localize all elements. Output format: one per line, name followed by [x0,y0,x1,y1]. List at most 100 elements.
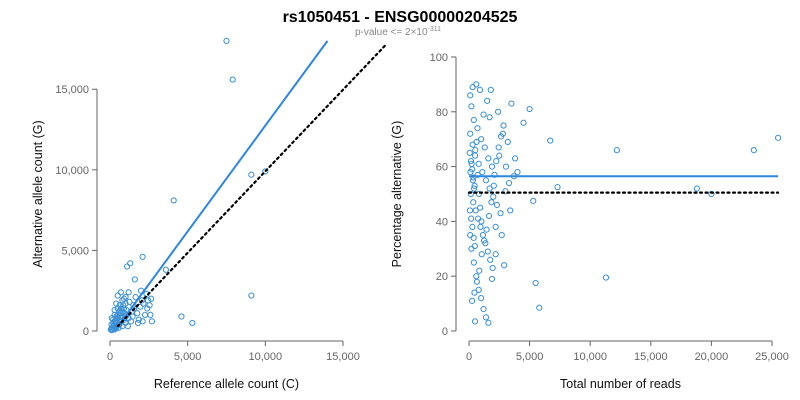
data-point [223,37,230,44]
data-points [466,81,782,326]
x-tick-label: 15,000 [634,351,668,363]
y-tick-label: 100 [430,52,448,64]
data-point [477,223,484,230]
data-point [473,273,480,280]
data-point [497,210,504,217]
data-point [117,289,124,296]
data-point [127,260,134,267]
data-point [530,197,537,204]
data-point [473,138,480,146]
data-point [488,199,495,206]
data-point [469,177,476,184]
data-point [111,317,119,324]
subtitle-base: 10 [416,27,428,38]
data-point [178,313,185,320]
data-point [501,262,508,269]
x-tick-label: 0 [466,351,472,363]
data-point [520,119,527,126]
data-point [602,274,610,281]
data-point [487,256,494,263]
data-point [116,302,123,309]
data-point [502,163,510,170]
data-point [467,158,475,165]
data-points [107,37,269,334]
data-point [124,323,131,330]
data-point [471,152,479,159]
data-point [474,125,481,132]
data-point [467,190,474,198]
y-tick-label: 5,000 [61,245,89,257]
data-point [470,259,477,266]
data-point [547,137,554,144]
data-point [505,179,513,187]
data-point [474,215,482,222]
data-point [475,190,483,198]
data-point [492,251,499,258]
data-point [483,226,490,233]
data-point [485,212,493,220]
data-point [478,295,485,302]
fit-line [118,40,329,326]
data-point [491,171,498,178]
data-point [162,266,170,273]
data-point [493,158,500,165]
data-point [478,218,485,225]
data-point [481,144,488,151]
data-point [114,292,121,299]
data-point [479,232,487,239]
data-point [469,223,476,230]
data-point [488,163,496,170]
data-point [536,304,543,311]
data-point [532,279,539,287]
subtitle-exponent: -311 [428,26,442,33]
data-point [693,185,700,192]
data-point [481,237,488,244]
data-point [498,133,505,140]
data-point [472,147,479,154]
data-point [470,174,477,181]
data-point [774,134,782,141]
data-point [554,184,561,191]
y-axis-label: Percentage alternative (G) [390,121,404,268]
x-axis-label: Reference allele count (C) [154,377,299,391]
data-point [480,305,487,313]
y-tick-label: 40 [436,216,448,228]
data-point [468,245,475,252]
data-point [147,311,154,318]
subtitle-prefix: p-value <= 2 [355,27,411,38]
left-scatter-panel: 0 5,000 10,000 15,000 0 5,000 10,000 15,000 Refe… [31,37,388,391]
data-point [116,308,123,315]
data-point [511,155,519,162]
data-point [262,168,269,175]
data-point [526,105,533,113]
data-point [479,168,486,176]
data-point [475,160,482,167]
y-axis-label: Alternative allele count (G) [31,120,45,267]
data-point [470,185,478,192]
data-point [170,197,177,204]
data-point [141,311,149,318]
data-point [130,302,137,309]
y-tick-label: 20 [436,271,448,283]
x-tick-label: 10,000 [249,351,283,363]
data-point [134,319,142,327]
data-point [468,103,475,110]
data-point [490,182,497,189]
data-point [478,251,485,258]
data-point [469,84,476,91]
data-point [474,171,481,178]
data-point [708,190,715,198]
data-point [476,86,484,93]
data-point [480,111,487,118]
data-point [229,76,236,83]
data-point [473,81,480,88]
subtitle-times: × [411,27,417,38]
data-point [498,232,505,239]
data-point [502,188,509,195]
y-tick-label: 60 [436,162,448,174]
data-point [489,264,496,272]
data-point [750,147,757,154]
x-tick-label: 20,000 [695,351,729,363]
data-point [477,204,484,211]
data-point [478,136,485,143]
